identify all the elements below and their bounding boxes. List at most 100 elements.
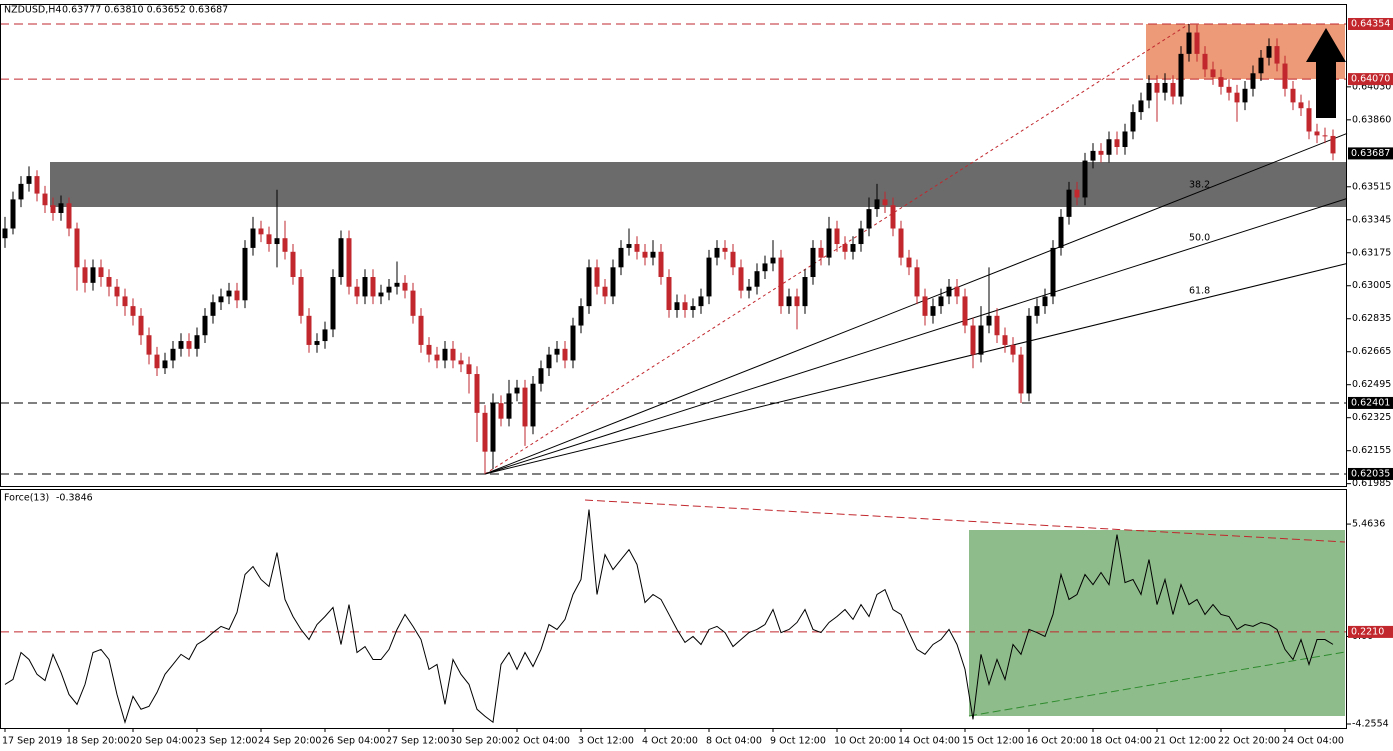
candle-body bbox=[210, 302, 216, 316]
candle-body bbox=[1002, 335, 1008, 345]
x-tick-label: 14 Oct 04:00 bbox=[898, 736, 960, 747]
candle-body bbox=[810, 247, 816, 278]
force-value: -0.3846 bbox=[56, 493, 93, 504]
candle-body bbox=[1210, 69, 1216, 78]
candle-body bbox=[258, 228, 264, 235]
candle-body bbox=[402, 282, 408, 291]
candle-body bbox=[122, 296, 128, 307]
level-label-bg bbox=[1348, 73, 1393, 86]
ohlc-header: 0.63777 0.63810 0.63652 0.63687 bbox=[62, 5, 228, 16]
candle-body bbox=[1226, 86, 1232, 93]
y-tick-label: 0.62835 bbox=[1352, 313, 1391, 324]
candle-body bbox=[1322, 135, 1328, 137]
candle-body bbox=[858, 228, 864, 245]
candle-body bbox=[882, 199, 888, 206]
candle-body bbox=[762, 263, 768, 272]
force-frame bbox=[0, 489, 1347, 729]
candle-body bbox=[730, 251, 736, 268]
candle-body bbox=[1274, 46, 1280, 64]
candle-body bbox=[1242, 88, 1248, 103]
up-arrow bbox=[1306, 28, 1346, 118]
y-tick-label: 0.62495 bbox=[1352, 379, 1391, 390]
level-label: 0.62035 bbox=[1351, 468, 1390, 479]
candle-body bbox=[322, 329, 328, 342]
candle-body bbox=[1218, 77, 1224, 87]
candle-body bbox=[1106, 139, 1112, 155]
candle-body bbox=[722, 247, 728, 252]
level-label: 0.62401 bbox=[1351, 397, 1390, 408]
candle-body bbox=[178, 341, 184, 349]
candle-body bbox=[362, 277, 368, 297]
trend-line-green bbox=[968, 651, 1346, 717]
candle-body bbox=[610, 267, 616, 297]
candle-body bbox=[746, 286, 752, 291]
candle-body bbox=[130, 306, 136, 316]
level-label: 0.2210 bbox=[1351, 626, 1384, 637]
candle-body bbox=[442, 348, 448, 361]
x-tick-label: 18 Oct 04:00 bbox=[1090, 736, 1152, 747]
candle-body bbox=[890, 205, 896, 229]
y-tick-label: 0.63860 bbox=[1352, 114, 1391, 125]
x-tick-label: 22 Oct 20:00 bbox=[1218, 736, 1280, 747]
candle-body bbox=[1330, 135, 1336, 154]
chart-title: NZDUSD,H4 bbox=[4, 5, 61, 16]
candle-body bbox=[154, 354, 160, 369]
candle-body bbox=[1050, 247, 1056, 297]
fib-fan-line bbox=[484, 198, 1348, 475]
candle-body bbox=[626, 244, 632, 248]
candle-body bbox=[954, 286, 960, 297]
candle-body bbox=[26, 176, 32, 184]
candle-body bbox=[1122, 131, 1128, 148]
candle-body bbox=[850, 244, 856, 252]
candle-body bbox=[202, 315, 208, 336]
candle-body bbox=[826, 228, 832, 258]
fib-fan-line bbox=[484, 133, 1348, 475]
candle-body bbox=[90, 267, 96, 283]
candle-body bbox=[58, 203, 64, 213]
x-tick-label: 2 Oct 04:00 bbox=[514, 736, 570, 747]
candle-body bbox=[906, 257, 912, 268]
candle-body bbox=[1162, 82, 1168, 93]
candle-body bbox=[242, 247, 248, 301]
candle-body bbox=[354, 286, 360, 297]
candle-body bbox=[274, 238, 280, 245]
candle-body bbox=[18, 183, 24, 200]
candle-body bbox=[426, 344, 432, 355]
fib-fan-label: 50.0 bbox=[1189, 232, 1210, 243]
x-tick-label: 24 Sep 20:00 bbox=[258, 736, 321, 747]
candle-body bbox=[666, 277, 672, 311]
fib-fan-label: 38.2 bbox=[1189, 179, 1210, 190]
candle-body bbox=[714, 247, 720, 258]
candle-body bbox=[602, 286, 608, 297]
candle-body bbox=[866, 209, 872, 229]
candle-body bbox=[234, 290, 240, 301]
fib-fan-label: 61.8 bbox=[1189, 286, 1210, 297]
candle-body bbox=[1250, 73, 1256, 89]
candle-body bbox=[386, 286, 392, 293]
candle-body bbox=[1290, 88, 1296, 103]
candle-body bbox=[498, 403, 504, 419]
price-label: 0.63687 bbox=[1351, 148, 1390, 159]
candle-body bbox=[586, 267, 592, 307]
x-tick-label: 30 Sep 20:00 bbox=[450, 736, 513, 747]
candle-body bbox=[2, 228, 8, 239]
candle-body bbox=[410, 290, 416, 316]
candle-body bbox=[618, 247, 624, 268]
candle-body bbox=[1058, 216, 1064, 248]
candle-body bbox=[10, 199, 16, 229]
x-tick-label: 26 Sep 04:00 bbox=[322, 736, 385, 747]
candle-body bbox=[594, 267, 600, 287]
x-tick-label: 17 Sep 2019 bbox=[2, 736, 62, 747]
candle-body bbox=[1026, 315, 1032, 394]
candle-body bbox=[754, 271, 760, 287]
candle-body bbox=[314, 341, 320, 345]
candle-body bbox=[490, 403, 496, 452]
candle-body bbox=[554, 348, 560, 355]
main-frame bbox=[0, 4, 1347, 487]
candle-body bbox=[1074, 189, 1080, 198]
candle-body bbox=[914, 267, 920, 297]
candle-body bbox=[778, 257, 784, 307]
candle-body bbox=[42, 193, 48, 206]
y-tick-label: 0.61985 bbox=[1352, 478, 1391, 489]
